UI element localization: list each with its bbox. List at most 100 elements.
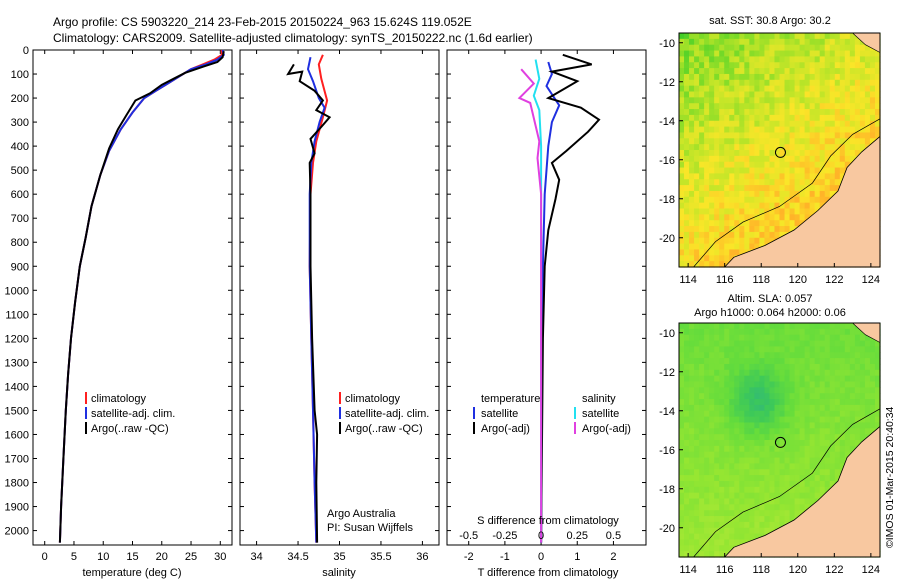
heat-cell <box>789 399 796 406</box>
heat-cell <box>764 527 771 535</box>
heat-cell <box>709 56 715 63</box>
heat-cell <box>719 475 725 482</box>
heat-cell <box>779 50 786 57</box>
heat-cell <box>749 120 755 128</box>
heat-cell <box>749 109 755 116</box>
heat-cell <box>789 173 796 180</box>
heat-cell <box>689 328 695 336</box>
heat-cell <box>769 504 776 511</box>
heat-cell <box>814 387 821 394</box>
heat-cell <box>789 161 796 169</box>
heat-cell <box>764 434 771 441</box>
heat-cell <box>679 132 685 139</box>
heat-cell <box>829 161 836 169</box>
heat-cell <box>689 393 695 400</box>
heat-cell <box>694 167 700 174</box>
depth-tick-label: 200 <box>11 93 29 105</box>
heat-cell <box>719 38 725 46</box>
heat-cell <box>869 73 876 81</box>
lat-tick-label: -18 <box>659 194 675 206</box>
heat-cell <box>719 91 725 98</box>
heat-cell <box>739 126 745 134</box>
heat-cell <box>749 114 755 122</box>
heat-cell <box>709 114 715 122</box>
heat-cell <box>679 352 685 359</box>
heat-cell <box>799 440 806 447</box>
heat-cell <box>844 38 851 46</box>
heat-cell <box>699 422 705 429</box>
heat-cell <box>714 551 720 558</box>
heat-cell <box>829 114 836 122</box>
heat-cell <box>724 399 730 406</box>
heat-cell <box>854 369 861 377</box>
heat-cell <box>859 369 866 377</box>
heat-cell <box>694 138 700 145</box>
heat-cell <box>714 521 720 529</box>
heat-cell <box>724 475 730 482</box>
heat-cell <box>729 173 735 180</box>
heat-cell <box>744 404 750 412</box>
depth-tick-label: 1600 <box>5 429 29 441</box>
heat-cell <box>699 237 705 245</box>
heat-cell <box>709 510 715 517</box>
heat-cell <box>714 150 720 157</box>
heat-cell <box>814 346 821 353</box>
heat-cell <box>749 85 755 93</box>
heat-cell <box>824 422 831 429</box>
heat-cell <box>829 399 836 406</box>
heat-cell <box>764 220 771 227</box>
heat-cell <box>829 480 836 488</box>
heat-cell <box>734 103 740 110</box>
heat-cell <box>844 393 851 400</box>
heat-cell <box>714 539 720 546</box>
heat-cell <box>834 463 841 470</box>
heat-cell <box>844 73 851 81</box>
heat-cell <box>769 237 776 245</box>
heat-cell <box>789 68 796 75</box>
heat-cell <box>769 126 776 134</box>
heat-cell <box>814 91 821 98</box>
heat-cell <box>724 504 730 511</box>
heat-cell <box>799 132 806 139</box>
heat-cell <box>679 340 685 347</box>
heat-cell <box>794 334 801 342</box>
heat-cell <box>764 328 771 336</box>
heat-cell <box>694 469 700 476</box>
heat-cell <box>764 167 771 174</box>
heat-cell <box>854 363 861 371</box>
heat-cell <box>734 475 740 482</box>
heat-cell <box>719 387 725 394</box>
heat-cell <box>819 434 826 441</box>
heat-cell <box>854 404 861 412</box>
heat-cell <box>714 73 720 81</box>
heat-cell <box>694 492 700 500</box>
heat-cell <box>789 103 796 110</box>
heat-cell <box>719 504 725 511</box>
heat-cell <box>779 369 786 377</box>
heat-cell <box>864 79 871 87</box>
heat-cell <box>704 328 710 336</box>
heat-cell <box>689 399 695 406</box>
heat-cell <box>759 498 766 505</box>
heat-cell <box>744 486 750 494</box>
heat-cell <box>839 167 846 174</box>
heat-cell <box>739 480 745 488</box>
heat-cell <box>684 486 690 494</box>
heat-cell <box>709 533 715 541</box>
heat-cell <box>749 138 755 145</box>
heat-cell <box>749 369 755 377</box>
heat-cell <box>779 399 786 406</box>
heat-cell <box>804 375 811 383</box>
heat-cell <box>759 231 766 239</box>
heat-cell <box>749 103 755 110</box>
heat-cell <box>684 340 690 347</box>
heat-cell <box>864 114 871 122</box>
heat-cell <box>759 375 766 383</box>
heat-cell <box>684 369 690 377</box>
heat-cell <box>719 440 725 447</box>
heat-cell <box>684 533 690 541</box>
heat-cell <box>714 375 720 383</box>
heat-cell <box>804 340 811 347</box>
heat-cell <box>804 428 811 435</box>
heat-cell <box>739 504 745 511</box>
